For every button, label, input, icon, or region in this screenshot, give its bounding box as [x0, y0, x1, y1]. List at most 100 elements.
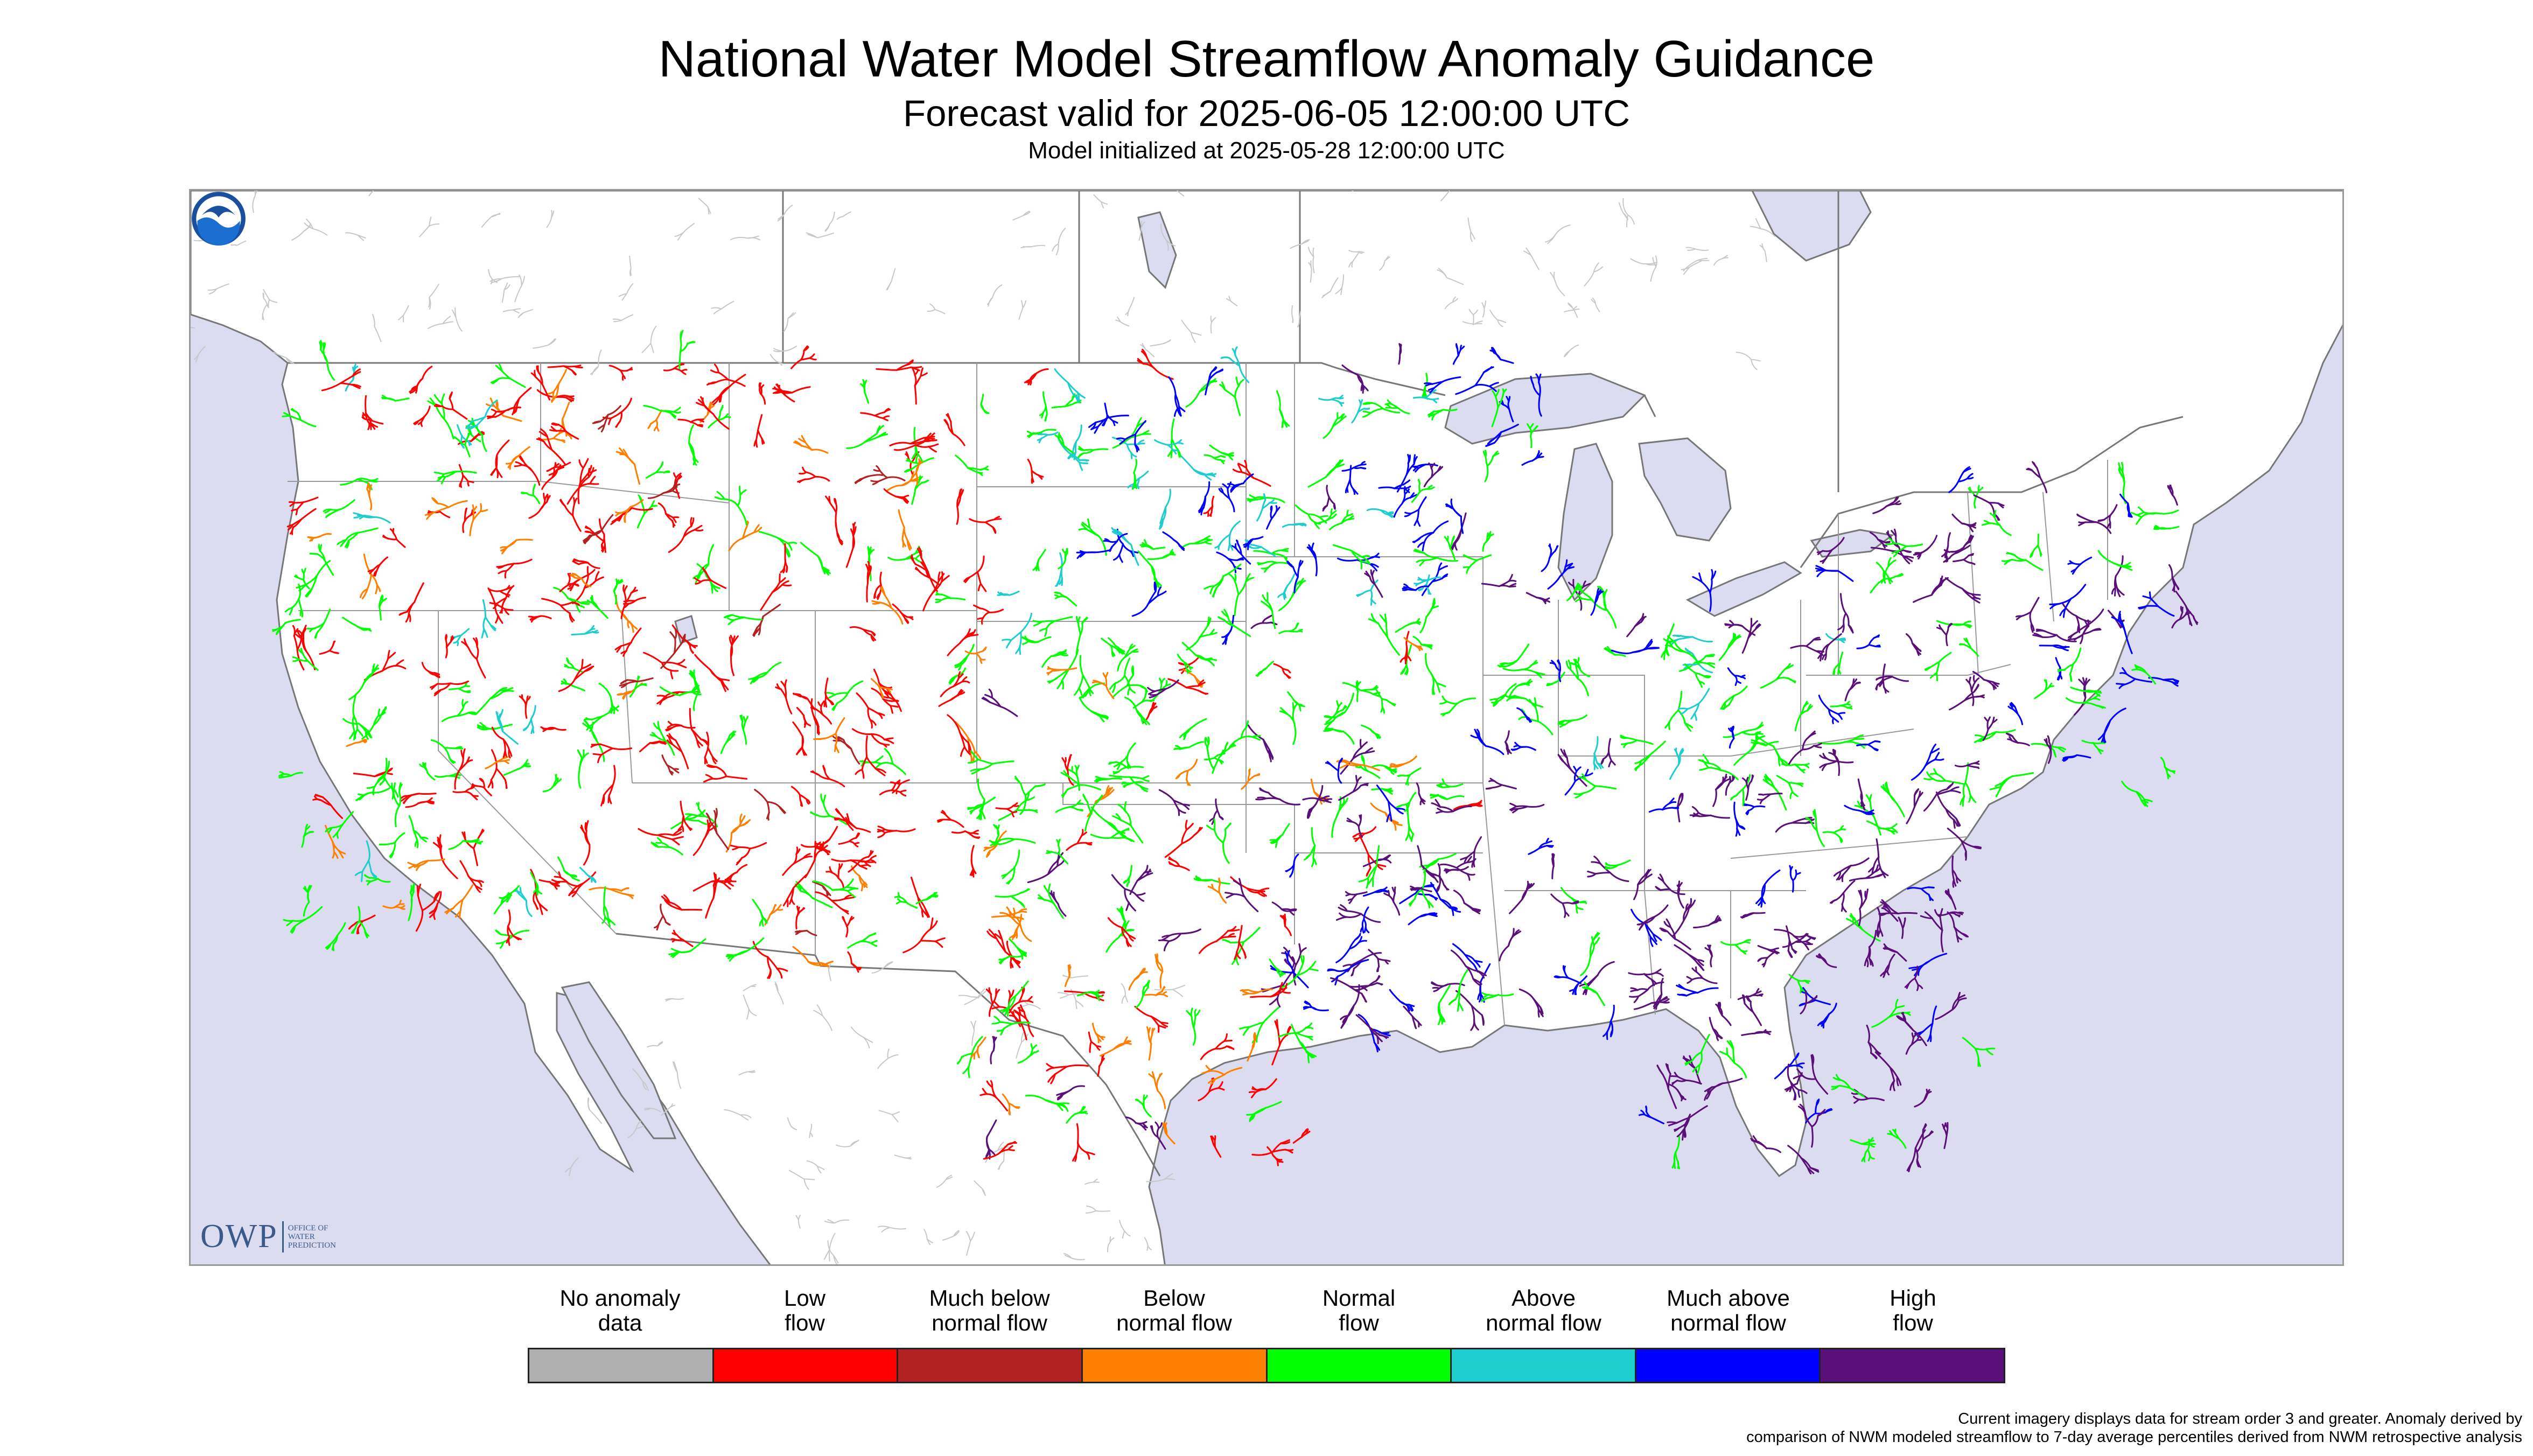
river-segment	[495, 941, 505, 944]
river-segment	[1191, 332, 1196, 344]
river-segment	[454, 770, 460, 790]
river-segment	[622, 893, 634, 897]
river-segment	[472, 783, 478, 787]
river-segment	[502, 415, 522, 422]
river-segment	[937, 573, 945, 582]
river-segment	[964, 997, 978, 1005]
river-segment	[555, 774, 557, 781]
river-segment	[546, 218, 552, 228]
river-segment	[364, 515, 375, 518]
river-segment	[687, 341, 694, 345]
river-segment	[969, 518, 986, 523]
river-segment	[1290, 243, 1302, 249]
river-segment	[1085, 1210, 1096, 1214]
river-segment	[739, 489, 747, 495]
river-segment	[760, 387, 762, 396]
river-segment	[782, 345, 797, 352]
river-segment	[1353, 837, 1360, 840]
river-segment	[777, 214, 785, 220]
river-segment	[697, 398, 705, 406]
river-segment	[488, 269, 493, 279]
river-segment	[626, 368, 633, 372]
river-segment	[540, 726, 548, 730]
river-segment	[361, 859, 370, 873]
river-segment	[511, 454, 520, 464]
river-segment	[1281, 549, 1289, 552]
river-segment	[565, 430, 579, 440]
river-segment	[283, 412, 291, 417]
river-segment	[1221, 356, 1230, 359]
hudson-bay	[1751, 191, 1872, 262]
river-segment	[272, 627, 279, 632]
river-segment	[424, 511, 436, 516]
river-segment	[944, 419, 949, 426]
river-segment	[784, 686, 787, 699]
river-segment	[345, 232, 358, 236]
river-segment	[471, 416, 486, 422]
river-segment	[462, 840, 475, 843]
river-segment	[464, 507, 467, 515]
river-segment	[748, 1009, 757, 1017]
river-segment	[1082, 551, 1096, 554]
river-segment	[1472, 314, 1474, 326]
river-segment	[1593, 262, 1599, 272]
river-segment	[523, 765, 531, 768]
river-segment	[1444, 301, 1453, 310]
river-segment	[752, 626, 758, 636]
river-segment	[554, 727, 566, 731]
river-segment	[513, 406, 518, 414]
river-segment	[1075, 1000, 1077, 1010]
river-segment	[273, 351, 286, 359]
river-segment	[867, 546, 870, 555]
river-segment	[1070, 989, 1077, 1001]
river-segment	[538, 879, 551, 883]
river-segment	[472, 638, 478, 648]
river-segment	[893, 444, 916, 451]
river-segment	[316, 560, 331, 577]
river-segment	[461, 435, 469, 442]
river-segment	[314, 631, 319, 639]
river-segment	[340, 478, 358, 486]
river-segment	[876, 368, 898, 371]
river-segment	[1412, 396, 1426, 399]
river-segment	[1750, 226, 1761, 229]
river-segment	[489, 690, 501, 699]
river-segment	[524, 706, 528, 719]
river-segment	[467, 647, 478, 660]
river-segment	[580, 659, 584, 670]
river-segment	[1125, 308, 1130, 316]
river-segment	[683, 529, 696, 537]
river-segment	[927, 309, 935, 312]
river-segment	[883, 488, 897, 498]
river-segment	[1248, 769, 1250, 775]
river-segment	[371, 420, 384, 425]
river-segment	[619, 411, 622, 423]
river-segment	[932, 580, 940, 594]
river-segment	[702, 568, 707, 574]
streamflow-map: OWP Office of Water Prediction	[189, 189, 2344, 1266]
river-segment	[547, 390, 555, 395]
river-segment	[484, 727, 498, 731]
river-segment	[728, 537, 744, 551]
river-segment	[496, 597, 507, 604]
river-segment	[566, 395, 575, 400]
river-segment	[650, 325, 657, 344]
river-segment	[562, 401, 570, 420]
river-segment	[993, 518, 1002, 521]
river-segment	[877, 431, 886, 438]
river-segment	[1062, 974, 1072, 978]
river-segment	[1384, 255, 1389, 262]
river-segment	[889, 442, 912, 447]
river-segment	[644, 1108, 651, 1111]
river-segment	[435, 403, 443, 407]
river-segment	[845, 886, 856, 889]
river-segment	[1220, 752, 1226, 755]
river-segment	[846, 441, 866, 449]
river-segment	[971, 996, 979, 999]
river-segment	[613, 590, 617, 605]
river-segment	[967, 741, 970, 753]
river-segment	[414, 582, 424, 603]
river-segment	[418, 226, 430, 237]
river-segment	[1020, 1032, 1024, 1042]
river-segment	[449, 391, 453, 400]
